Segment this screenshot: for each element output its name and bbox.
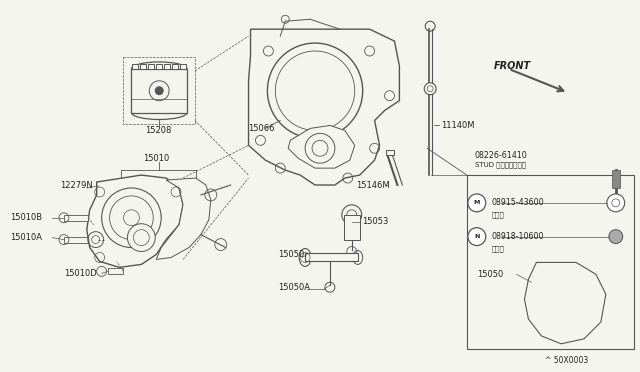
Ellipse shape [550,326,572,338]
Polygon shape [87,175,183,267]
Polygon shape [140,64,147,69]
Text: 15010D: 15010D [64,269,97,278]
Circle shape [609,230,623,244]
Text: STUD スタッド（１）: STUD スタッド（１） [475,162,526,169]
Polygon shape [172,64,178,69]
Polygon shape [132,64,138,69]
Circle shape [342,205,362,225]
Text: （１）: （１） [492,245,504,252]
Polygon shape [344,215,360,240]
Polygon shape [108,268,124,274]
Circle shape [268,43,363,138]
Text: 15146M: 15146M [356,180,389,189]
Text: 15010: 15010 [143,154,170,163]
Polygon shape [164,64,170,69]
Circle shape [102,188,161,247]
Ellipse shape [299,248,311,266]
Circle shape [468,194,486,212]
Ellipse shape [131,62,187,76]
Text: 11140M: 11140M [441,121,475,130]
Polygon shape [64,215,88,221]
Bar [467,175,634,349]
Text: M: M [474,201,480,205]
Text: 15010A: 15010A [10,233,42,242]
Polygon shape [64,237,88,243]
Circle shape [468,228,486,246]
Polygon shape [131,69,187,113]
Circle shape [607,194,625,212]
Circle shape [305,134,335,163]
Text: FRONT: FRONT [493,61,531,71]
Text: 08226-61410: 08226-61410 [475,151,527,160]
Text: 08915-43600: 08915-43600 [492,198,545,207]
Polygon shape [148,64,154,69]
Polygon shape [180,64,186,69]
Polygon shape [288,125,355,168]
Polygon shape [156,178,211,259]
Text: 15053: 15053 [362,217,388,226]
Text: 15208: 15208 [145,126,172,135]
Text: 15010B: 15010B [10,213,42,222]
Polygon shape [524,262,606,344]
Text: ^ 50X0003: ^ 50X0003 [545,356,588,365]
Text: 12279N: 12279N [60,180,93,189]
Text: （１）: （１） [492,211,504,218]
Polygon shape [305,253,358,262]
Text: 15066: 15066 [248,124,275,133]
Circle shape [424,83,436,95]
Text: N: N [474,234,479,239]
Text: 08918-10600: 08918-10600 [492,232,544,241]
Polygon shape [385,150,394,155]
Circle shape [127,224,156,251]
Text: 15050A: 15050A [278,283,310,292]
Ellipse shape [353,250,363,264]
Circle shape [156,87,163,95]
Text: 15050: 15050 [477,270,503,279]
Polygon shape [156,64,162,69]
Text: 15050: 15050 [278,250,305,259]
Bar [612,170,620,188]
Polygon shape [248,29,399,185]
